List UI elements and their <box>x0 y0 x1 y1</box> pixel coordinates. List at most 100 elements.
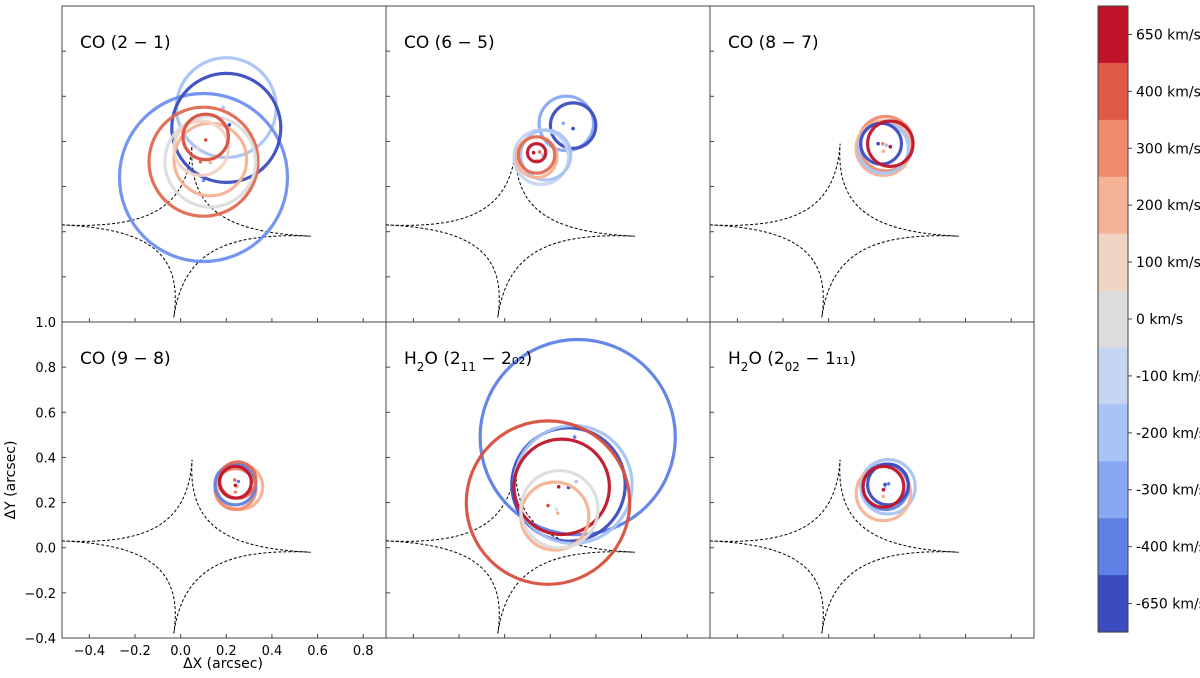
source-center-point <box>201 178 206 183</box>
caustic-curve <box>710 459 959 634</box>
caustic-curve <box>386 143 635 318</box>
colorbar-segment <box>1098 518 1128 576</box>
x-tick-label: −0.4 <box>74 644 106 659</box>
panel-title: CO (6 − 5) <box>404 33 495 53</box>
panel-1: CO (2 − 1) <box>61 5 387 323</box>
caustic-curve <box>62 459 311 634</box>
source-circle <box>865 119 915 169</box>
source-circle <box>861 464 906 509</box>
colorbar-label: 650 km/s <box>1136 27 1200 43</box>
panel-frame <box>385 5 711 323</box>
source-circle <box>117 91 290 264</box>
panel-6: H2O (202 − 1₁₁) <box>709 321 1035 639</box>
plot-area <box>386 94 635 318</box>
source-circle <box>865 462 910 507</box>
source-center-point <box>574 479 578 484</box>
source-center-point <box>572 435 577 439</box>
source-center-point <box>537 150 542 154</box>
colorbar-segment <box>1098 575 1128 633</box>
source-center-point <box>196 146 200 150</box>
panel-5: H2O (211 − 2₀₂) <box>385 321 711 639</box>
plot-area <box>710 114 959 318</box>
source-center-point <box>531 150 536 155</box>
source-circle <box>525 141 548 164</box>
panel-2: CO (6 − 5) <box>385 5 711 323</box>
panel-title: CO (9 − 8) <box>80 349 171 369</box>
x-tick-label: 0.4 <box>262 644 283 659</box>
colorbar-segment <box>1098 347 1128 405</box>
source-circle <box>548 101 598 150</box>
colorbar-segment <box>1098 6 1128 64</box>
source-center-point <box>232 478 237 482</box>
source-circle <box>464 419 632 586</box>
plot-area <box>62 459 311 634</box>
source-center-point <box>556 485 561 489</box>
x-tick-label: 0.0 <box>170 644 191 659</box>
source-circle <box>170 71 283 185</box>
source-circle <box>512 437 612 537</box>
colorbar-label: 400 km/s <box>1136 84 1200 100</box>
y-tick-label: 0.6 <box>35 406 56 421</box>
source-circle <box>519 128 573 182</box>
source-circle <box>519 469 600 550</box>
source-circle <box>217 464 253 500</box>
source-circle <box>147 105 260 218</box>
source-center-point <box>221 105 226 110</box>
colorbar-segment <box>1098 119 1128 178</box>
colorbar-label: -200 km/s <box>1136 426 1200 442</box>
source-center-point <box>888 144 893 149</box>
colorbar-segment <box>1098 176 1128 235</box>
colorbar-segment <box>1098 461 1128 519</box>
source-center-point <box>886 482 891 486</box>
panel-4: −0.4 −0.2 0.0 0.2 0.4 0.6 0.8 −0.4 −0.2 0.0 0.2 0.4… <box>24 316 387 659</box>
caustic-curve <box>62 143 311 318</box>
source-circle <box>510 426 627 543</box>
source-center-point <box>883 482 887 487</box>
panel-3: CO (8 − 7) <box>709 5 1035 323</box>
y-axis-label: ΔY (arcsec) <box>3 441 19 520</box>
y-tick-label: 1.0 <box>35 316 56 331</box>
x-tick-label: −0.2 <box>119 644 151 659</box>
source-center-point <box>208 160 213 165</box>
panels-layer: CO (2 − 1) CO (6 − 5) CO (8 − 7) −0.4 −0.2 0.… <box>24 5 1035 659</box>
colorbar-label: 200 km/s <box>1136 198 1200 214</box>
colorbar: 650 km/s 400 km/s 300 km/s 200 km/s 100 km/s… <box>1097 5 1200 633</box>
colorbar-label: 0 km/s <box>1136 312 1183 328</box>
colorbar-label: -650 km/s <box>1136 597 1200 613</box>
colorbar-label: -400 km/s <box>1136 540 1200 556</box>
panel-frame <box>61 321 387 639</box>
caustic-curve <box>386 459 635 634</box>
colorbar-segment <box>1098 404 1128 462</box>
y-tick-label: 0.8 <box>35 361 56 376</box>
source-circle <box>478 337 677 537</box>
x-axis-label: ΔX (arcsec) <box>183 656 263 672</box>
source-center-point <box>554 507 559 512</box>
colorbar-segment <box>1098 233 1128 292</box>
source-circle <box>163 114 258 209</box>
source-circle <box>181 112 231 162</box>
source-center-point <box>233 490 238 494</box>
source-center-point <box>546 503 550 508</box>
x-tick-label: 0.6 <box>307 644 328 659</box>
source-center-point <box>571 126 575 131</box>
plot-area <box>386 337 677 634</box>
source-center-point <box>880 141 885 146</box>
panel-title: H2O (202 − 1₁₁) <box>728 349 856 374</box>
panel-frame <box>709 5 1035 323</box>
y-tick-label: 0.0 <box>35 542 56 557</box>
source-center-point <box>556 511 560 515</box>
source-circle <box>859 457 917 516</box>
source-center-point <box>236 479 241 484</box>
y-tick-label: 0.4 <box>35 451 56 466</box>
colorbar-label: -100 km/s <box>1136 369 1200 385</box>
panel-title: CO (8 − 7) <box>728 33 819 53</box>
source-center-point <box>881 494 886 499</box>
panel-title: CO (2 − 1) <box>80 33 171 53</box>
source-center-point <box>881 149 886 153</box>
x-tick-label: 0.8 <box>353 644 374 659</box>
x-tick-label: 0.2 <box>216 644 237 659</box>
y-tick-label: −0.4 <box>24 632 56 647</box>
source-center-point <box>233 483 238 488</box>
colorbar-label: -300 km/s <box>1136 483 1200 499</box>
